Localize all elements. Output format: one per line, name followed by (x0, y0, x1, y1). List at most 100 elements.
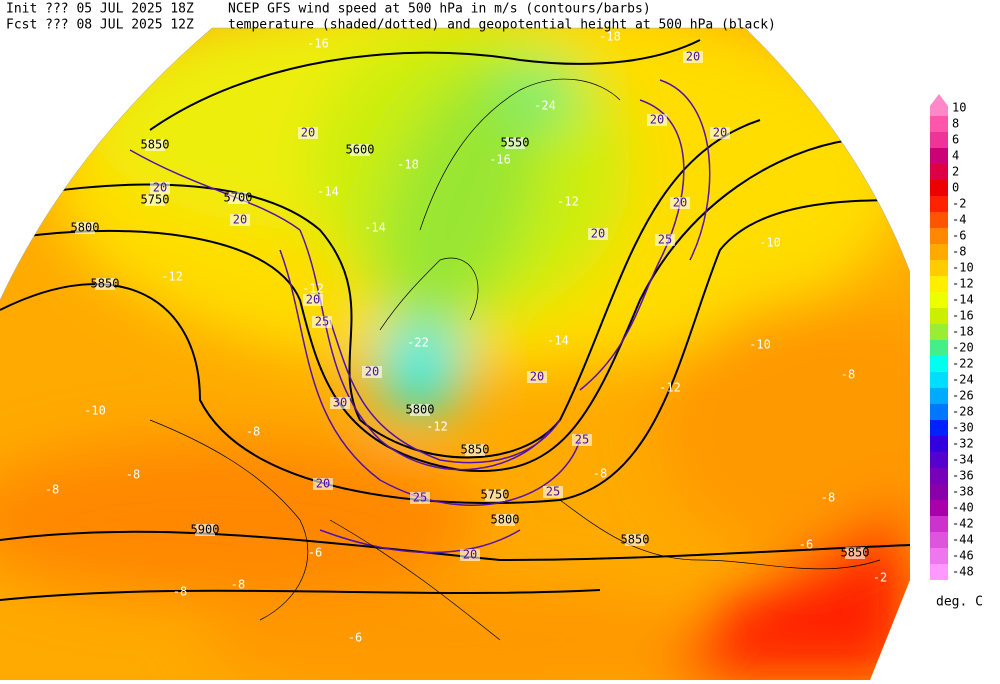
temperature-label: -16 (489, 153, 511, 167)
temperature-label: -22 (407, 336, 429, 350)
height-label: 5700 (224, 191, 253, 205)
colorbar-arrow (930, 94, 948, 116)
colorbar-label: 2 (952, 165, 959, 179)
height-label-box (350, 144, 370, 156)
colorbar-swatch (930, 548, 948, 564)
wind-label: 20 (365, 365, 379, 379)
wind-label: 20 (301, 126, 315, 140)
colorbar-unit: deg. C (936, 595, 983, 610)
colorbar-label: -4 (952, 213, 966, 227)
colorbar-label: -16 (952, 309, 974, 323)
wind-label: 20 (686, 50, 700, 64)
temperature-label: -8 (231, 578, 245, 592)
height-label: 5600 (346, 143, 375, 157)
colorbar-swatch (930, 500, 948, 516)
temperature-label: -6 (348, 631, 362, 645)
colorbar-label: -18 (952, 325, 974, 339)
colorbar-swatch (930, 356, 948, 372)
height-label-box (505, 137, 525, 149)
colorbar-swatch (930, 292, 948, 308)
wind-label: 20 (530, 370, 544, 384)
wind-label: 25 (413, 491, 427, 505)
height-label: 5850 (461, 443, 490, 457)
colorbar-swatch (930, 212, 948, 228)
colorbar-label: -10 (952, 261, 974, 275)
wind-label: 20 (306, 293, 320, 307)
temperature-label: -2 (873, 571, 887, 585)
colorbar-label: -12 (952, 277, 974, 291)
colorbar-swatch (930, 468, 948, 484)
colorbar-swatch (930, 532, 948, 548)
height-label-box (195, 524, 215, 536)
temperature-label: -12 (557, 195, 579, 209)
colorbar-swatch (930, 116, 948, 132)
wind-label-box (543, 486, 563, 498)
temperature-label: -8 (821, 491, 835, 505)
colorbar-label: -6 (952, 229, 966, 243)
height-label: 5750 (141, 193, 170, 207)
temperature-label: -8 (173, 585, 187, 599)
wind-label: 25 (546, 485, 560, 499)
height-label-box (410, 404, 430, 416)
colorbar-label: 4 (952, 149, 959, 163)
temperature-label: -8 (841, 368, 855, 382)
wind-contours (129, 79, 711, 554)
init-label: Init ??? 05 JUL 2025 18Z (6, 2, 194, 17)
height-label-box (625, 534, 645, 546)
colorbar-label: 8 (952, 117, 959, 131)
temperature-label: -12 (426, 420, 448, 434)
colorbar-swatch (930, 404, 948, 420)
temperature-label: -8 (45, 483, 59, 497)
height-label: 5800 (406, 403, 435, 417)
colorbar-label: -26 (952, 389, 974, 403)
height-label: 5900 (191, 523, 220, 537)
wind-label: 25 (658, 233, 672, 247)
wind-label-box (312, 316, 332, 328)
wind-label-box (298, 127, 318, 139)
wind-label: 25 (315, 315, 329, 329)
temperature-label: -8 (126, 468, 140, 482)
colorbar-swatch (930, 164, 948, 180)
colorbar-label: -38 (952, 485, 974, 499)
colorbar-label: -48 (952, 565, 974, 579)
coastlines (149, 78, 881, 641)
height-label-box (845, 547, 865, 559)
height-label-box (95, 278, 115, 290)
height-label-box (75, 222, 95, 234)
temperature-label: -24 (534, 99, 556, 113)
temperature-label: -12 (659, 381, 681, 395)
colorbar-swatch (930, 388, 948, 404)
colorbar-label: -2 (952, 197, 966, 211)
wind-label: 20 (233, 213, 247, 227)
colorbar-label: -36 (952, 469, 974, 483)
colorbar-label: -30 (952, 421, 974, 435)
wind-label: 20 (650, 113, 664, 127)
wind-label-box (410, 492, 430, 504)
colorbar-swatch (930, 564, 948, 580)
colorbar-swatch (930, 484, 948, 500)
colorbar-label: 0 (952, 181, 959, 195)
wind-label: 30 (333, 396, 347, 410)
colorbar-swatch (930, 420, 948, 436)
wind-label-box (313, 478, 333, 490)
height-label: 5800 (71, 221, 100, 235)
colorbar-swatch (930, 148, 948, 164)
height-label: 5800 (491, 513, 520, 527)
wind-label-box (710, 127, 730, 139)
temperature-label: -12 (161, 270, 183, 284)
temperature-label: -12 (302, 282, 324, 296)
colorbar-swatch (930, 372, 948, 388)
colorbar-label: -32 (952, 437, 974, 451)
wind-label-box (572, 434, 592, 446)
colorbar-label: -20 (952, 341, 974, 355)
height-label-box (465, 444, 485, 456)
colorbar-label: 6 (952, 133, 959, 147)
title-line-1: NCEP GFS wind speed at 500 hPa in m/s (c… (228, 2, 651, 17)
temperature-label: -10 (759, 236, 781, 250)
height-label-box (495, 514, 515, 526)
wind-label-box (683, 51, 703, 63)
colorbar-swatch (930, 244, 948, 260)
wind-label-box (362, 366, 382, 378)
